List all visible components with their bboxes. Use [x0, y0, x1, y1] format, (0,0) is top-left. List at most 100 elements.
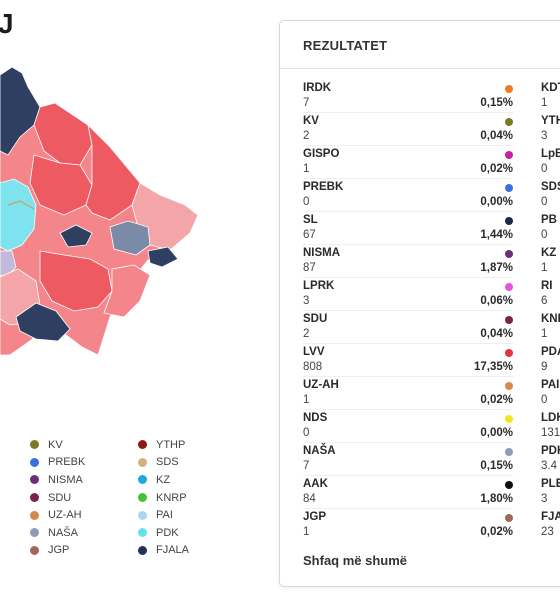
results-map[interactable] [0, 55, 215, 365]
page-heading: J [0, 8, 14, 39]
party-name: PDK [541, 445, 560, 457]
row-divider [303, 211, 513, 212]
row-divider [303, 475, 513, 476]
party-color-dot-icon [505, 151, 513, 159]
party-row-na-a: NAŠA 7 0,15% [303, 445, 513, 476]
party-row-kz: KZ 1 [541, 247, 560, 277]
legend-label: NAŠA [48, 526, 78, 539]
party-votes: 84 [303, 493, 316, 505]
map-region-east[interactable] [85, 123, 141, 221]
party-votes: 0 [541, 196, 548, 208]
party-name: LPRK [303, 280, 335, 292]
row-divider [303, 112, 513, 113]
legend-item-na-a[interactable]: NAŠA [30, 524, 85, 542]
party-votes: 2 [303, 328, 310, 340]
legend-label: PDK [156, 526, 179, 539]
legend-item-sdu[interactable]: SDU [30, 489, 85, 507]
party-row-irdk: IRDK 7 0,15% [303, 82, 513, 113]
party-row-gispo: GISPO 1 0,02% [303, 148, 513, 179]
party-row-sl: SL 67 1,44% [303, 214, 513, 245]
party-name: KNF [541, 313, 560, 325]
map-region-south-center[interactable] [39, 250, 113, 312]
legend-item-uz-ah[interactable]: UZ-AH [30, 506, 85, 524]
legend-item-knrp[interactable]: KNRP [138, 489, 189, 507]
legend-item-pai[interactable]: PAI [138, 506, 189, 524]
party-votes: 0 [303, 196, 310, 208]
party-votes: 7 [303, 97, 310, 109]
party-votes: 3.4 [541, 460, 557, 472]
party-name: PDA [541, 346, 560, 358]
party-percentage: 0,04% [480, 130, 513, 142]
legend-item-sds[interactable]: SDS [138, 454, 189, 472]
party-row-knf: KNF 1 [541, 313, 560, 343]
party-votes: 3 [541, 493, 548, 505]
party-percentage: 17,35% [473, 361, 513, 373]
party-row-ri: RI 6 [541, 280, 560, 310]
party-color-dot-icon [505, 250, 513, 258]
legend-dot-icon [30, 475, 39, 485]
party-name: PREBK [303, 181, 344, 193]
map-border-line [7, 200, 35, 210]
party-percentage: 0,02% [480, 394, 513, 406]
party-color-dot-icon [505, 283, 513, 291]
map-region-pocket-1[interactable] [59, 224, 93, 248]
map-region-pdk[interactable] [0, 178, 37, 252]
row-divider [303, 409, 513, 410]
legend-label: YTHP [156, 438, 186, 451]
row-divider [303, 244, 513, 245]
legend-dot-icon [30, 493, 39, 503]
party-votes: 0 [541, 163, 548, 175]
legend-item-kv[interactable]: KV [30, 436, 85, 454]
party-color-dot-icon [505, 85, 513, 93]
party-color-dot-icon [505, 382, 513, 390]
legend-label: UZ-AH [48, 509, 82, 522]
party-name: NISMA [303, 247, 341, 259]
legend-label: PAI [156, 509, 173, 522]
party-color-dot-icon [505, 349, 513, 357]
party-votes: 0 [303, 427, 310, 439]
row-divider [303, 178, 513, 179]
party-row-pb: PB 0 [541, 214, 560, 244]
party-row-kdt: KDT 1 [541, 82, 560, 112]
party-votes: 23 [541, 526, 554, 538]
party-row-nisma: NISMA 87 1,87% [303, 247, 513, 278]
party-percentage: 0,00% [480, 427, 513, 439]
legend-label: NISMA [48, 473, 83, 486]
legend-item-pdk[interactable]: PDK [138, 524, 189, 542]
row-divider [303, 145, 513, 146]
legend-item-prebk[interactable]: PREBK [30, 454, 85, 472]
map-region-southeast[interactable] [103, 264, 151, 318]
party-name: KV [303, 115, 319, 127]
legend-item-ythp[interactable]: YTHP [138, 436, 189, 454]
party-votes: 3 [541, 130, 548, 142]
party-row-ldk: LDK 131 [541, 412, 560, 442]
map-region-pocket-2[interactable] [147, 246, 179, 268]
map-region-south-dark[interactable] [15, 302, 71, 342]
legend-column-1: KV PREBK NISMA SDU UZ-AH NAŠA JGP [30, 436, 85, 559]
legend-dot-icon [30, 528, 39, 538]
legend-item-nisma[interactable]: NISMA [30, 471, 85, 489]
party-name: PLE [541, 478, 560, 490]
card-divider [280, 68, 560, 69]
municipality-map[interactable] [0, 55, 215, 365]
results-card: REZULTATET IRDK 7 0,15% KV 2 0,04% GISPO 1 0,02%… [279, 20, 560, 587]
map-region-northeast[interactable] [33, 102, 93, 166]
map-region-slate[interactable] [109, 220, 151, 256]
party-color-dot-icon [505, 118, 513, 126]
legend-dot-icon [138, 493, 147, 503]
legend-dot-icon [138, 457, 147, 467]
legend-item-kz[interactable]: KZ [138, 471, 189, 489]
party-name: SDS [541, 181, 560, 193]
row-divider [303, 442, 513, 443]
legend-item-fjala[interactable]: FJALA [138, 542, 189, 560]
party-row-pdk: PDK 3.4 [541, 445, 560, 475]
party-votes: 1 [303, 526, 310, 538]
party-name: RI [541, 280, 553, 292]
party-percentage: 0,02% [480, 163, 513, 175]
party-name: KZ [541, 247, 557, 259]
legend-item-jgp[interactable]: JGP [30, 542, 85, 560]
party-color-dot-icon [505, 514, 513, 522]
legend-label: KNRP [156, 491, 187, 504]
show-more-button[interactable]: Shfaq më shumë [303, 553, 408, 568]
party-name: YTH [541, 115, 560, 127]
